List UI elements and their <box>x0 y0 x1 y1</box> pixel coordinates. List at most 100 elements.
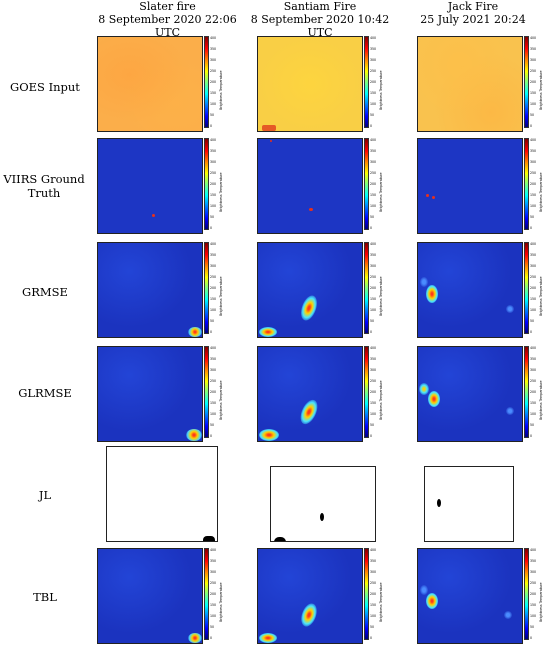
colorbar-tick-label: 50 <box>370 215 375 219</box>
colorbar-tick-label: 150 <box>210 603 217 607</box>
colorbar <box>364 548 369 640</box>
colorbar-tick-label: 0 <box>210 330 213 334</box>
colorbar-tick-label: 300 <box>210 570 217 574</box>
heatmap <box>417 346 523 442</box>
colorbar-tick-label: 350 <box>370 149 377 153</box>
colorbar <box>524 548 529 640</box>
mask-blob <box>320 513 324 521</box>
column-subtitle: 25 July 2021 20:24 <box>420 13 526 26</box>
hotspot <box>186 429 202 441</box>
colorbar-tick-label: 250 <box>210 69 217 73</box>
colorbar-tick-label: 300 <box>530 570 537 574</box>
colorbar-tick-label: 300 <box>530 264 537 268</box>
colorbar-tick-label: 350 <box>210 357 217 361</box>
colorbar-tick-label: 350 <box>370 253 377 257</box>
row-label-grmse: GRMSE <box>22 285 68 299</box>
colorbar <box>524 138 529 230</box>
colorbar-tick-label: 50 <box>530 625 535 629</box>
colorbar-tick-label: 350 <box>530 559 537 563</box>
panel-goes-jack: 400 350 300 250 200 150 100 50 0 Brightness Tempe… <box>417 36 550 132</box>
colorbar-title: Brightness Temperature <box>379 276 383 316</box>
panel-viirs-santiam: 400 350 300 250 200 150 100 50 0 Brightness Tempe… <box>257 138 397 234</box>
colorbar-tick-label: 200 <box>370 592 377 596</box>
colorbar-tick-label: 0 <box>530 434 533 438</box>
colorbar-tick-label: 100 <box>210 102 217 106</box>
colorbar-tick-label: 350 <box>370 47 377 51</box>
heatmap <box>257 242 363 338</box>
heatmap <box>97 138 203 234</box>
colorbar-tick-label: 200 <box>370 390 377 394</box>
binary-mask <box>424 466 514 542</box>
colorbar-tick-label: 50 <box>210 113 215 117</box>
colorbar-tick-label: 50 <box>210 625 215 629</box>
binary-mask <box>270 466 376 542</box>
colorbar-tick-label: 0 <box>210 636 213 640</box>
colorbar-tick-label: 100 <box>370 102 377 106</box>
colorbar-title: Brightness Temperature <box>379 70 383 110</box>
heatmap <box>257 548 363 644</box>
colorbar-tick-label: 200 <box>530 390 537 394</box>
colorbar-tick-label: 250 <box>370 379 377 383</box>
colorbar-tick-label: 50 <box>530 423 535 427</box>
colorbar-title: Brightness Temperature <box>539 276 543 316</box>
heatmap <box>417 138 523 234</box>
hotspot <box>420 277 428 287</box>
column-subtitle: 8 September 2020 10:42 UTC <box>250 13 390 39</box>
colorbar-tick-label: 300 <box>210 160 217 164</box>
colorbar-title: Brightness Temperature <box>379 582 383 622</box>
colorbar-tick-label: 0 <box>530 226 533 230</box>
colorbar-tick-label: 250 <box>370 581 377 585</box>
colorbar-tick-label: 350 <box>530 253 537 257</box>
colorbar-tick-label: 150 <box>210 297 217 301</box>
colorbar-title: Brightness Temperature <box>219 70 223 110</box>
colorbar-tick-label: 350 <box>530 357 537 361</box>
colorbar <box>524 242 529 334</box>
colorbar-tick-label: 400 <box>210 548 217 552</box>
colorbar-tick-label: 200 <box>530 592 537 596</box>
colorbar <box>364 138 369 230</box>
panel-jl-santiam <box>270 466 376 542</box>
colorbar-tick-label: 300 <box>210 58 217 62</box>
colorbar-tick-label: 200 <box>210 592 217 596</box>
hotspot <box>506 305 514 313</box>
colorbar-tick-label: 50 <box>370 113 375 117</box>
colorbar-tick-label: 350 <box>530 47 537 51</box>
colorbar-tick-label: 0 <box>210 226 213 230</box>
colorbar <box>204 36 209 128</box>
colorbar-tick-label: 150 <box>370 401 377 405</box>
colorbar <box>364 242 369 334</box>
colorbar-tick-label: 250 <box>530 275 537 279</box>
row-label-jl: JL <box>38 488 52 502</box>
colorbar-tick-label: 0 <box>530 330 533 334</box>
panel-grmse-santiam: 400 350 300 250 200 150 100 50 0 Brightness Tempe… <box>257 242 397 338</box>
colorbar-tick-label: 0 <box>210 434 213 438</box>
colorbar-tick-label: 400 <box>370 548 377 552</box>
panel-tbl-santiam: 400 350 300 250 200 150 100 50 0 Brightness Tempe… <box>257 548 397 644</box>
colorbar-tick-label: 400 <box>530 548 537 552</box>
colorbar-tick-label: 200 <box>530 286 537 290</box>
colorbar-tick-label: 250 <box>210 581 217 585</box>
hotspot <box>297 293 321 323</box>
colorbar-tick-label: 200 <box>370 286 377 290</box>
colorbar-tick-label: 100 <box>530 204 537 208</box>
panel-glrmse-jack: 400 350 300 250 200 150 100 50 0 Brightness Tempe… <box>417 346 550 442</box>
colorbar-tick-label: 150 <box>370 91 377 95</box>
colorbar-tick-label: 50 <box>530 215 535 219</box>
row-label-goes-input: GOES Input <box>10 80 80 94</box>
colorbar-tick-label: 250 <box>210 171 217 175</box>
colorbar-tick-label: 50 <box>370 625 375 629</box>
heatmap <box>257 346 363 442</box>
colorbar-tick-label: 250 <box>530 379 537 383</box>
colorbar-tick-label: 100 <box>530 308 537 312</box>
column-header-santiam: Santiam Fire 8 September 2020 10:42 UTC <box>245 0 395 39</box>
colorbar-tick-label: 150 <box>210 91 217 95</box>
colorbar-title: Brightness Temperature <box>539 70 543 110</box>
colorbar-tick-label: 0 <box>530 636 533 640</box>
colorbar-tick-label: 300 <box>370 58 377 62</box>
colorbar-tick-label: 200 <box>210 286 217 290</box>
panel-jl-slater <box>106 446 218 542</box>
hotspot <box>262 125 276 131</box>
colorbar-tick-label: 300 <box>210 368 217 372</box>
colorbar-tick-label: 100 <box>530 412 537 416</box>
column-title: Jack Fire <box>447 0 499 13</box>
